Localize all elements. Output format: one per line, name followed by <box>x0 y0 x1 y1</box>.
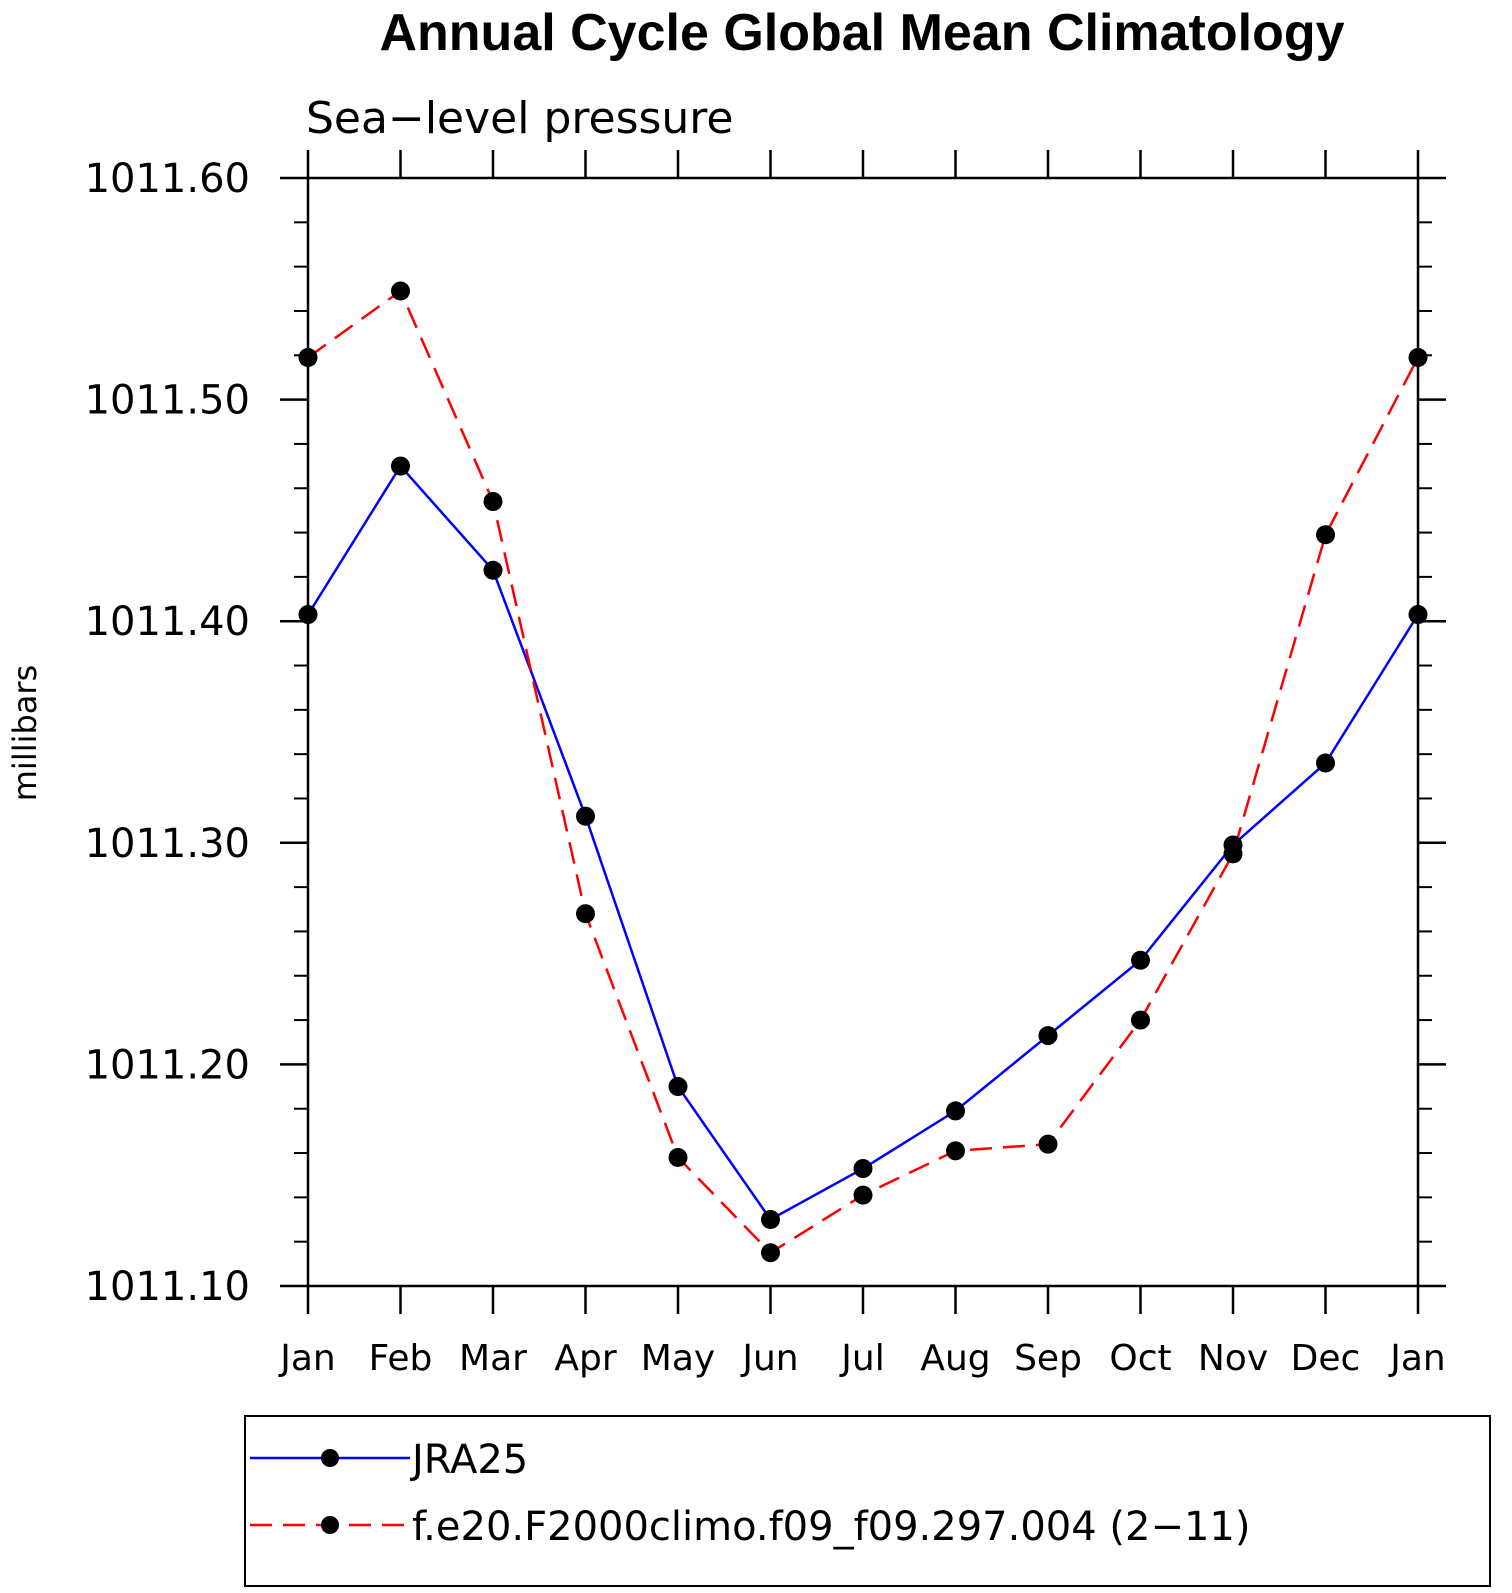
y-tick-label: 1011.20 <box>85 1042 250 1088</box>
y-tick-label: 1011.30 <box>85 821 250 867</box>
series-line-0 <box>306 464 1420 1222</box>
data-point-series-0 <box>576 806 595 826</box>
data-point-series-1 <box>1038 1134 1058 1154</box>
y-tick-label: 1011.50 <box>85 378 250 424</box>
x-tick-label: Jan <box>278 1338 336 1379</box>
data-point-series-1 <box>483 492 503 512</box>
series-lines <box>306 289 1420 1255</box>
y-tick-label: 1011.60 <box>85 156 250 202</box>
x-tick-label: Dec <box>1291 1338 1361 1379</box>
chart-subtitle: Sea−level pressure <box>306 93 734 144</box>
data-point-series-1 <box>853 1185 873 1205</box>
x-tick-label: Jul <box>839 1338 884 1379</box>
data-point-series-1 <box>1408 347 1428 367</box>
data-point-series-0 <box>946 1101 965 1121</box>
y-axis-label: millibars <box>6 665 44 801</box>
legend: JRA25 f.e20.F2000climo.f09_f09.297.004 (… <box>244 1415 1491 1587</box>
data-point-series-0 <box>1131 950 1150 970</box>
legend-box <box>244 1415 1491 1587</box>
legend-label-model: f.e20.F2000climo.f09_f09.297.004 (2−11) <box>412 1504 1250 1550</box>
data-point-series-1 <box>668 1147 688 1167</box>
data-point-series-0 <box>1408 605 1428 625</box>
x-tick-label: Sep <box>1014 1338 1082 1379</box>
data-point-series-0 <box>668 1077 688 1097</box>
y-tick-label: 1011.40 <box>85 599 250 645</box>
data-point-series-0 <box>298 605 318 625</box>
data-point-series-1 <box>761 1243 780 1263</box>
data-point-series-1 <box>1131 1010 1150 1030</box>
x-tick-label: Oct <box>1109 1338 1171 1379</box>
x-tick-label: Nov <box>1198 1338 1268 1379</box>
legend-label-jra25: JRA25 <box>409 1437 528 1483</box>
data-point-series-0 <box>483 560 503 580</box>
x-tick-label: Jan <box>1388 1338 1446 1379</box>
legend-marker-jra25 <box>321 1449 339 1467</box>
x-tick-label: Mar <box>459 1338 527 1379</box>
data-point-series-1 <box>1316 525 1335 545</box>
plot-frame <box>306 176 1420 1288</box>
x-tick-label: May <box>641 1338 715 1379</box>
data-point-series-0 <box>1316 753 1335 773</box>
data-point-series-1 <box>946 1141 965 1161</box>
series-markers <box>298 281 1428 1263</box>
data-point-series-1 <box>1223 844 1243 864</box>
x-tick-label: Feb <box>369 1338 433 1379</box>
data-point-series-0 <box>391 456 410 476</box>
y-tick-label: 1011.10 <box>85 1264 250 1310</box>
data-point-series-0 <box>1038 1026 1058 1046</box>
chart-title: Annual Cycle Global Mean Climatology <box>379 4 1344 62</box>
series-line-1 <box>307 289 1420 1255</box>
data-point-series-1 <box>298 347 318 367</box>
data-point-series-0 <box>853 1159 873 1179</box>
legend-marker-model <box>321 1516 339 1534</box>
data-point-series-0 <box>761 1210 780 1230</box>
data-point-series-1 <box>576 904 595 924</box>
x-tick-label: Jun <box>740 1338 798 1379</box>
x-tick-label: Aug <box>920 1338 990 1379</box>
x-tick-label: Apr <box>554 1338 616 1379</box>
axes: 1011.10 1011.20 1011.30 1011.40 1011.50 1011.… <box>85 150 1446 1379</box>
data-point-series-1 <box>391 281 410 301</box>
